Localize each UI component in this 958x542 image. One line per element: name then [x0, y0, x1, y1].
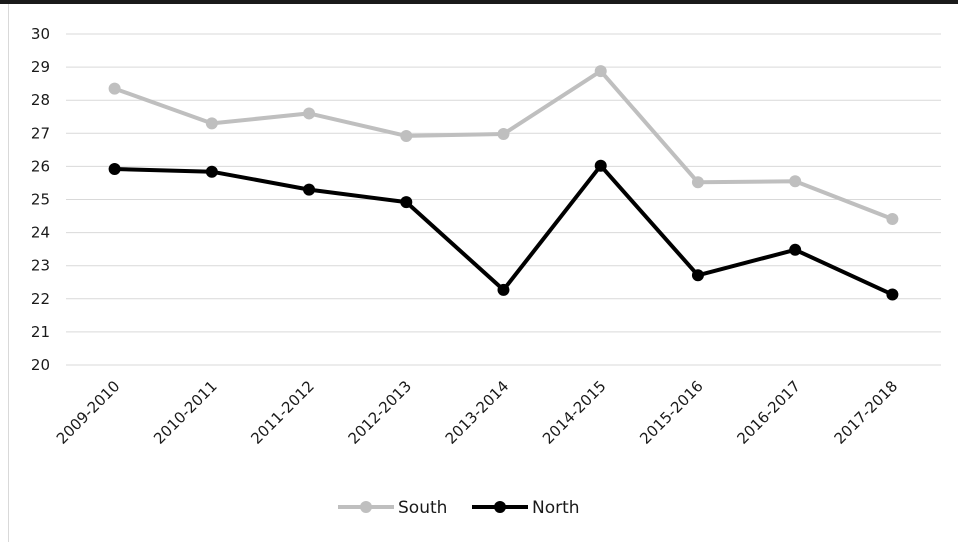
y-axis-ticks: 20 21 22 23 24 25 26 27 28 29 30	[31, 25, 50, 374]
x-tick-label: 2017-2018	[831, 377, 902, 448]
y-tick-label: 22	[31, 290, 50, 308]
y-tick-label: 24	[31, 224, 50, 242]
data-point-north	[108, 163, 121, 176]
x-tick-label: 2009-2010	[53, 377, 124, 448]
x-tick-label: 2015-2016	[636, 377, 707, 448]
y-tick-label: 26	[31, 157, 50, 175]
data-point-south	[205, 117, 218, 130]
data-point-south	[303, 107, 316, 120]
y-tick-label: 29	[31, 58, 50, 76]
y-tick-label: 21	[31, 323, 50, 341]
data-point-south	[497, 127, 510, 140]
x-tick-label: 2016-2017	[733, 377, 804, 448]
data-point-north	[303, 183, 316, 196]
x-tick-label: 2011-2012	[247, 377, 318, 448]
x-axis-ticks: 2009-2010 2010-2011 2011-2012 2012-2013 2013…	[53, 377, 901, 448]
data-point-south	[400, 129, 413, 142]
data-point-south	[886, 213, 899, 226]
data-point-north	[886, 288, 899, 301]
x-tick-label: 2013-2014	[442, 377, 513, 448]
data-point-south	[594, 65, 607, 78]
y-tick-label: 27	[31, 124, 50, 142]
left-border	[8, 4, 9, 542]
y-tick-label: 25	[31, 191, 50, 209]
data-point-north	[691, 269, 704, 282]
legend-marker-south	[360, 501, 372, 513]
data-point-north	[497, 283, 510, 296]
legend-label-north: North	[532, 498, 580, 518]
data-point-south	[108, 82, 121, 95]
top-border	[0, 0, 958, 4]
data-point-south	[691, 176, 704, 189]
data-point-south	[789, 175, 802, 188]
x-tick-label: 2014-2015	[539, 377, 610, 448]
y-tick-label: 28	[31, 91, 50, 109]
data-point-north	[594, 159, 607, 172]
gridlines	[66, 33, 941, 366]
x-tick-label: 2012-2013	[345, 377, 416, 448]
data-point-north	[400, 196, 413, 209]
legend: South North	[338, 498, 580, 518]
series-points	[108, 65, 899, 301]
series-lines	[113, 69, 894, 297]
legend-marker-north	[494, 501, 506, 513]
y-tick-label: 30	[31, 25, 50, 43]
data-point-north	[789, 243, 802, 256]
x-tick-label: 2010-2011	[150, 377, 221, 448]
data-point-north	[205, 165, 218, 178]
series-line-north	[114, 163, 894, 297]
y-tick-label: 23	[31, 257, 50, 275]
series-line-south	[113, 69, 894, 221]
y-tick-label: 20	[31, 356, 50, 374]
legend-label-south: South	[398, 498, 447, 518]
